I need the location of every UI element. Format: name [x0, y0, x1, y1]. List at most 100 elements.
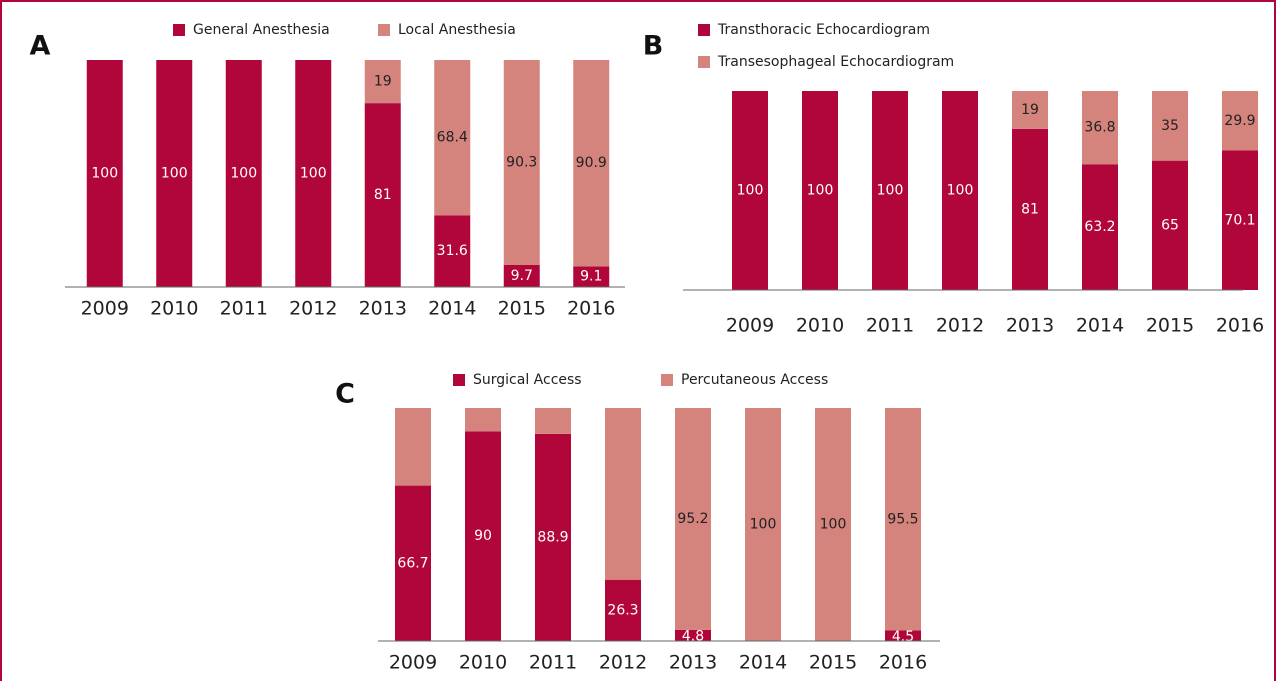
value-label: 100	[820, 517, 847, 533]
legend-swatch	[173, 24, 185, 36]
x-tick-label: 2011	[220, 298, 268, 320]
panel-label: B	[643, 31, 664, 62]
x-tick-label: 2014	[428, 298, 476, 320]
legend-label: Local Anesthesia	[398, 22, 516, 38]
x-tick-label: 2013	[669, 652, 717, 674]
legend-label: Surgical Access	[473, 372, 582, 388]
bar-segment	[1222, 91, 1258, 151]
bar-segment	[225, 60, 262, 287]
value-label: 68.4	[437, 130, 468, 146]
bar-segment	[1082, 91, 1118, 165]
value-label: 70.1	[1224, 212, 1255, 228]
bar-segment	[364, 103, 401, 287]
bar-segment	[535, 408, 571, 434]
x-tick-label: 2013	[1006, 315, 1054, 337]
value-label: 29.9	[1224, 113, 1255, 129]
x-tick-label: 2016	[879, 652, 927, 674]
value-label: 81	[1021, 201, 1039, 217]
x-tick-label: 2015	[1146, 315, 1194, 337]
bar-segment	[675, 629, 711, 641]
bar-segment	[1012, 128, 1048, 290]
value-label: 63.2	[1084, 219, 1115, 235]
bar-segment	[434, 215, 471, 287]
x-tick-label: 2013	[359, 298, 407, 320]
value-label: 100	[807, 183, 834, 199]
value-label: 26.3	[607, 602, 638, 618]
bar-segment	[86, 60, 123, 287]
x-tick-label: 2009	[81, 298, 129, 320]
bar-segment	[872, 91, 908, 290]
bar-segment	[605, 408, 641, 580]
value-label: 100	[161, 166, 188, 182]
x-tick-label: 2012	[289, 298, 337, 320]
value-label: 4.5	[892, 629, 914, 645]
x-tick-label: 2016	[1216, 315, 1264, 337]
value-label: 66.7	[397, 555, 428, 571]
legend-swatch	[378, 24, 390, 36]
x-tick-label: 2011	[529, 652, 577, 674]
bar-segment	[885, 408, 921, 631]
bar-segment	[1152, 160, 1188, 290]
value-label: 65	[1161, 217, 1179, 233]
bar-segment	[802, 91, 838, 290]
bar-segment	[573, 60, 610, 267]
legend-swatch	[661, 374, 673, 386]
value-label: 35	[1161, 118, 1179, 134]
bar-segment	[1082, 164, 1118, 290]
value-label: 31.6	[437, 243, 468, 259]
bar-segment	[364, 60, 401, 104]
value-label: 90.3	[506, 154, 537, 170]
x-tick-label: 2012	[599, 652, 647, 674]
panel-label: C	[335, 379, 355, 410]
bar-segment	[573, 266, 610, 287]
value-label: 4.8	[682, 628, 704, 644]
value-label: 36.8	[1084, 120, 1115, 136]
value-label: 19	[374, 74, 392, 90]
bar-segment	[535, 433, 571, 641]
value-label: 100	[750, 517, 777, 533]
bar-segment	[732, 91, 768, 290]
value-label: 100	[737, 183, 764, 199]
x-tick-label: 2012	[936, 315, 984, 337]
value-label: 9.7	[511, 268, 533, 284]
value-label: 95.2	[677, 511, 708, 527]
value-label: 19	[1021, 102, 1039, 118]
bar-segment	[745, 408, 781, 641]
x-tick-label: 2010	[150, 298, 198, 320]
x-tick-label: 2014	[1076, 315, 1124, 337]
x-tick-label: 2011	[866, 315, 914, 337]
bar-segment	[465, 408, 501, 432]
legend-label: General Anesthesia	[193, 22, 330, 38]
value-label: 88.9	[537, 529, 568, 545]
x-tick-label: 2014	[739, 652, 787, 674]
legend-label: Transesophageal Echocardiogram	[717, 54, 954, 70]
x-tick-label: 2009	[389, 652, 437, 674]
bar-segment	[503, 60, 540, 265]
x-tick-label: 2009	[726, 315, 774, 337]
x-tick-label: 2010	[459, 652, 507, 674]
value-label: 9.1	[580, 269, 602, 285]
value-label: 90	[474, 528, 492, 544]
legend-label: Transthoracic Echocardiogram	[717, 22, 930, 38]
legend-swatch	[453, 374, 465, 386]
panel-label: A	[30, 31, 51, 62]
value-label: 90.9	[576, 155, 607, 171]
bar-segment	[395, 485, 431, 641]
bar-segment	[503, 264, 540, 287]
bar-segment	[1222, 150, 1258, 290]
legend-label: Percutaneous Access	[681, 372, 828, 388]
bar-segment	[395, 408, 431, 486]
legend-swatch	[698, 56, 710, 68]
x-tick-label: 2010	[796, 315, 844, 337]
bar-segment	[605, 579, 641, 641]
bar-segment	[815, 408, 851, 641]
bar-segment	[156, 60, 193, 287]
bar-segment	[675, 408, 711, 630]
value-label: 81	[374, 187, 392, 203]
bar-segment	[1012, 91, 1048, 129]
bar-segment	[295, 60, 332, 287]
bar-segment	[1152, 91, 1188, 161]
bar-segment	[885, 630, 921, 641]
